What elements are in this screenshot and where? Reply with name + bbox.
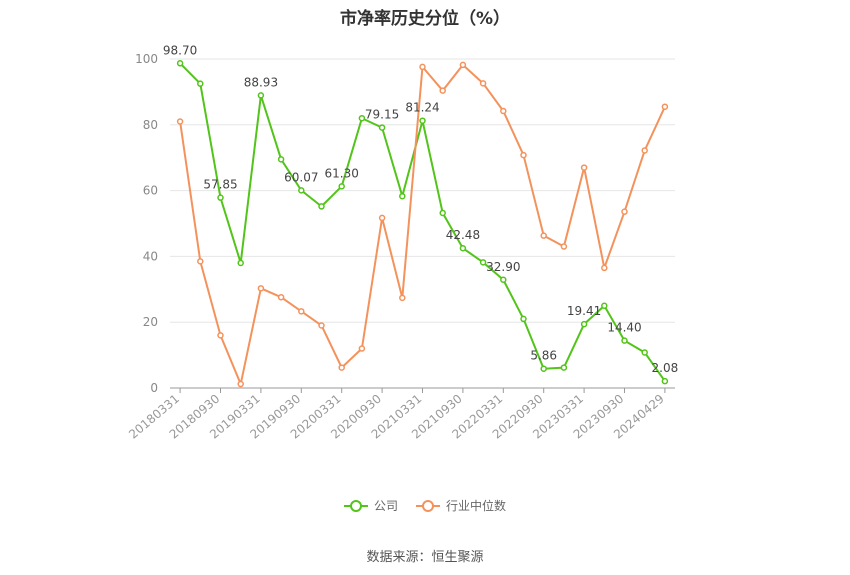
company-data-label: 2.08 [652,361,679,375]
company-data-point[interactable] [520,315,527,323]
grid-lines [170,58,675,323]
industry-median-data-point[interactable] [358,345,366,352]
company-data-label: 32.90 [486,260,520,274]
industry-median-data-point[interactable] [439,87,446,94]
legend-industry-label: 行业中位数 [446,499,507,513]
industry-median-data-point[interactable] [197,258,204,265]
y-tick-label: 20 [143,315,158,329]
data-labels: 98.70 57.85 88.93 60.07 61.30 79.15 81.24 42.48… [163,43,678,375]
company-data-point[interactable] [661,377,669,385]
legend-item-company[interactable]: 公司 [343,497,398,514]
company-data-label: 14.40 [607,321,641,335]
industry-median-data-point[interactable] [621,208,628,215]
company-data-point[interactable] [217,194,224,201]
company-data-label: 79.15 [365,108,399,122]
company-data-point[interactable] [580,320,588,328]
company-data-point[interactable] [318,203,325,210]
company-data-point[interactable] [560,364,568,371]
y-tick-label: 40 [143,249,158,263]
company-data-label: 98.70 [163,43,197,57]
company-data-point[interactable] [277,156,285,163]
industry-median-data-point[interactable] [318,322,325,329]
industry-median-data-point[interactable] [419,63,426,71]
y-tick-label: 80 [143,118,158,132]
company-data-point[interactable] [176,60,184,67]
company-data-label: 19.41 [567,304,601,318]
industry-median-data-point[interactable] [399,294,406,302]
company-data-point[interactable] [399,192,406,200]
legend-item-industry-median[interactable]: 行业中位数 [416,497,506,514]
company-data-point[interactable] [601,302,608,309]
company-data-point[interactable] [378,124,386,131]
company-data-label: 42.48 [446,228,480,242]
industry-median-data-point[interactable] [520,151,527,159]
data-source-note: 数据来源：恒生聚源 [366,550,484,565]
industry-median-data-point[interactable] [601,264,608,272]
company-data-point[interactable] [338,183,345,190]
company-data-point[interactable] [500,276,507,284]
industry-median-data-point[interactable] [500,107,507,115]
company-data-label: 5.86 [530,349,557,363]
industry-median-data-point[interactable] [641,147,648,154]
company-data-point[interactable] [237,259,244,267]
legend-company-label: 公司 [373,499,398,513]
company-data-point[interactable] [439,209,446,217]
axes: 0204060801002018033120180930201903312019… [126,52,675,442]
company-data-point[interactable] [621,337,628,344]
company-data-label: 88.93 [244,75,278,89]
y-tick-label: 100 [135,52,158,66]
company-data-point[interactable] [540,365,547,372]
industry-median-data-point[interactable] [277,293,285,301]
company-data-label: 61.30 [325,166,359,180]
company-data-point[interactable] [358,114,366,122]
company-data-point[interactable] [641,349,648,356]
industry-median-data-point[interactable] [661,103,669,110]
company-data-point[interactable] [257,92,265,99]
industry-median-data-point[interactable] [540,232,547,239]
industry-median-data-point[interactable] [257,285,265,292]
industry-median-data-point[interactable] [378,214,386,222]
company-data-label: 57.85 [203,178,237,192]
industry-median-data-point[interactable] [338,364,345,371]
company-data-point[interactable] [197,80,204,87]
chart-title: 市净率历史分位（%） [339,9,511,29]
legend: 公司 行业中位数 [0,497,850,514]
legend-company-marker-icon [343,499,368,513]
y-tick-label: 0 [150,381,158,395]
industry-median-data-point[interactable] [298,308,305,315]
company-data-label: 60.07 [284,170,318,184]
industry-median-data-point[interactable] [479,80,487,87]
legend-industry-marker-icon [416,499,440,513]
industry-median-data-point[interactable] [560,243,568,250]
industry-median-data-point[interactable] [237,380,244,388]
industry-median-data-point[interactable] [217,332,224,339]
company-data-label: 81.24 [405,101,439,115]
industry-median-data-point[interactable] [459,61,467,69]
industry-median-data-point[interactable] [176,118,184,125]
company-data-point[interactable] [419,117,426,124]
y-tick-label: 60 [143,184,158,198]
industry-median-data-point[interactable] [580,164,588,171]
company-data-point[interactable] [298,187,305,194]
series-lines [176,60,669,388]
company-data-point[interactable] [459,244,467,252]
company-data-point[interactable] [479,259,487,266]
